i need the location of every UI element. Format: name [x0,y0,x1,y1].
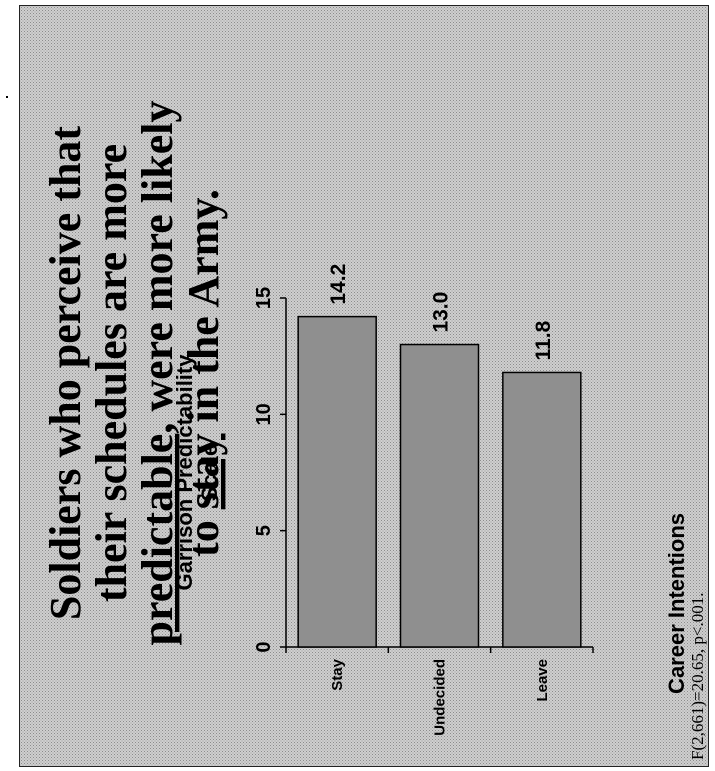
y-axis-title-line-1: Garrison Predictability [172,354,197,591]
value-label-undecided: 13.0 [430,292,453,333]
category-label-undecided: Undecided [432,659,449,736]
title-segment: to [179,509,228,557]
category-label-leave: Leave [534,659,551,702]
title-segment: their schedules are more [87,144,136,602]
title-line-4: to stay in the Army. [179,189,228,557]
category-label-stay: Stay [329,658,346,690]
bar-stay [297,315,377,648]
title-segment: , were more likely [133,100,182,433]
title-segment: Soldiers who perceive that [41,126,90,620]
bar-leave [502,371,582,648]
title-segment: in the Army. [179,189,228,433]
x-axis-title: Career Intentions [664,513,689,694]
footnote: F(2,661)=20.65, p<.001. [688,593,707,760]
title-line-2: their schedules are more [87,144,136,602]
value-label-leave: 11.8 [532,320,555,360]
value-label-stay: 14.2 [327,264,350,305]
y-tick-label: 0 [253,641,275,652]
title-line-1: Soldiers who perceive that [41,126,90,620]
slide-frame: Soldiers who perceive that their schedule… [19,5,709,767]
y-tick-label: 15 [253,287,275,309]
title-segment: predictable [133,434,182,646]
scan-speck [6,96,8,98]
bar-undecided [399,343,480,648]
title-line-3: predictable, were more likely [133,100,182,645]
y-tick-label: 10 [253,403,275,425]
y-axis-title-line-2: Scale [197,444,222,502]
y-tick-label: 5 [253,525,275,536]
title-segment: stay [179,434,228,510]
